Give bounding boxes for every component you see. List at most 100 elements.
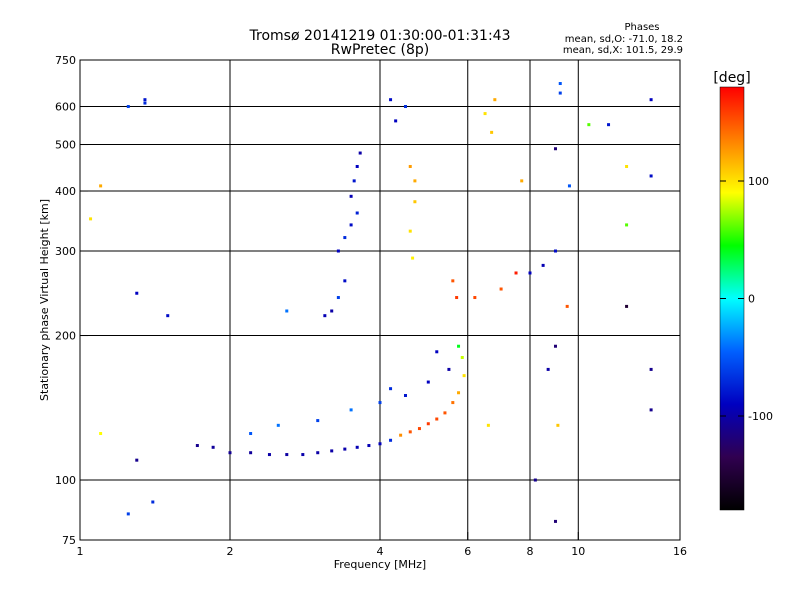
data-point <box>99 184 103 188</box>
data-point <box>166 314 170 318</box>
data-point <box>520 179 524 183</box>
x-tick-label: 2 <box>227 545 234 558</box>
data-point <box>389 98 393 102</box>
data-point <box>413 200 417 204</box>
data-point <box>625 223 629 227</box>
y-tick-label: 600 <box>55 101 76 114</box>
data-point <box>649 408 653 412</box>
data-point <box>567 184 571 188</box>
stats-line-o: mean, sd,O: -71.0, 18.2 <box>565 34 683 45</box>
data-point <box>249 432 253 436</box>
data-point <box>367 444 371 448</box>
data-point <box>151 500 155 504</box>
data-point <box>389 387 393 391</box>
data-point <box>460 355 464 359</box>
data-point <box>355 164 359 168</box>
data-point <box>403 394 407 398</box>
data-point <box>514 271 518 275</box>
data-point <box>413 179 417 183</box>
data-point <box>457 391 461 395</box>
data-point <box>447 367 451 371</box>
chart-subtitle: RwPretec (8p) <box>331 42 429 58</box>
x-tick-label: 6 <box>464 545 471 558</box>
data-point <box>457 344 461 348</box>
data-point <box>473 296 477 300</box>
y-tick-label: 100 <box>55 474 76 487</box>
data-point <box>316 419 320 423</box>
data-point <box>135 291 139 295</box>
data-point <box>285 309 289 313</box>
data-point <box>336 249 340 253</box>
stats-title: Phases <box>624 22 659 33</box>
y-tick-label: 500 <box>55 139 76 152</box>
data-point <box>399 433 403 437</box>
data-point <box>355 211 359 215</box>
data-point <box>323 314 327 318</box>
data-point <box>378 442 382 446</box>
colorbar: [deg] 100 0 -100 <box>713 70 773 511</box>
grid-lines <box>80 60 680 540</box>
data-point <box>528 271 532 275</box>
data-point <box>349 194 353 198</box>
data-point <box>462 374 466 378</box>
colorbar-label: [deg] <box>713 70 750 86</box>
x-tick-label: 8 <box>527 545 534 558</box>
data-point <box>553 249 557 253</box>
data-point <box>490 130 494 134</box>
colorbar-tick-label: 100 <box>748 175 769 188</box>
data-point <box>493 98 497 102</box>
y-axis-label: Stationary phase Virtual Height [km] <box>38 199 51 401</box>
data-point <box>426 422 430 426</box>
data-point <box>358 151 362 155</box>
data-point <box>558 82 562 86</box>
data-point <box>143 98 147 102</box>
stats-line-x: mean, sd,X: 101.5, 29.9 <box>563 45 683 56</box>
x-tick-label: 1 <box>77 545 84 558</box>
data-point <box>553 344 557 348</box>
colorbar-tick-label: 0 <box>748 293 755 306</box>
data-point <box>443 411 447 415</box>
data-point <box>330 449 334 453</box>
data-point <box>426 380 430 384</box>
data-point <box>126 105 130 109</box>
data-point <box>343 236 347 240</box>
data-point <box>649 367 653 371</box>
data-point <box>336 296 340 300</box>
data-point <box>435 350 439 354</box>
data-point <box>355 445 359 449</box>
data-point <box>558 91 562 95</box>
data-point <box>553 147 557 151</box>
data-point <box>403 105 407 109</box>
y-tick-label: 400 <box>55 185 76 198</box>
y-tick-label: 75 <box>62 534 76 547</box>
data-point <box>486 423 490 427</box>
data-point <box>408 229 412 233</box>
data-point <box>343 279 347 283</box>
x-axis-label: Frequency [MHz] <box>334 558 426 571</box>
data-point <box>417 427 421 431</box>
data-point <box>330 309 334 313</box>
data-point <box>394 119 398 123</box>
data-point <box>556 423 560 427</box>
data-point <box>378 401 382 405</box>
data-point <box>126 512 130 516</box>
data-points <box>89 82 653 523</box>
data-point <box>316 451 320 455</box>
y-tick-label: 300 <box>55 245 76 258</box>
data-point <box>143 101 147 105</box>
data-point <box>228 451 232 455</box>
data-point <box>195 444 199 448</box>
data-point <box>435 417 439 421</box>
data-point <box>349 223 353 227</box>
data-point <box>553 519 557 523</box>
data-point <box>408 164 412 168</box>
data-point <box>211 445 215 449</box>
chart-title: Tromsø 20141219 01:30:00-01:31:43 <box>249 28 511 44</box>
data-point <box>343 447 347 451</box>
data-point <box>451 401 455 405</box>
x-axis: 1 2 4 6 8 10 16 <box>77 532 687 558</box>
data-point <box>135 458 139 462</box>
colorbar-tick-label: -100 <box>748 410 773 423</box>
data-point <box>587 123 591 127</box>
